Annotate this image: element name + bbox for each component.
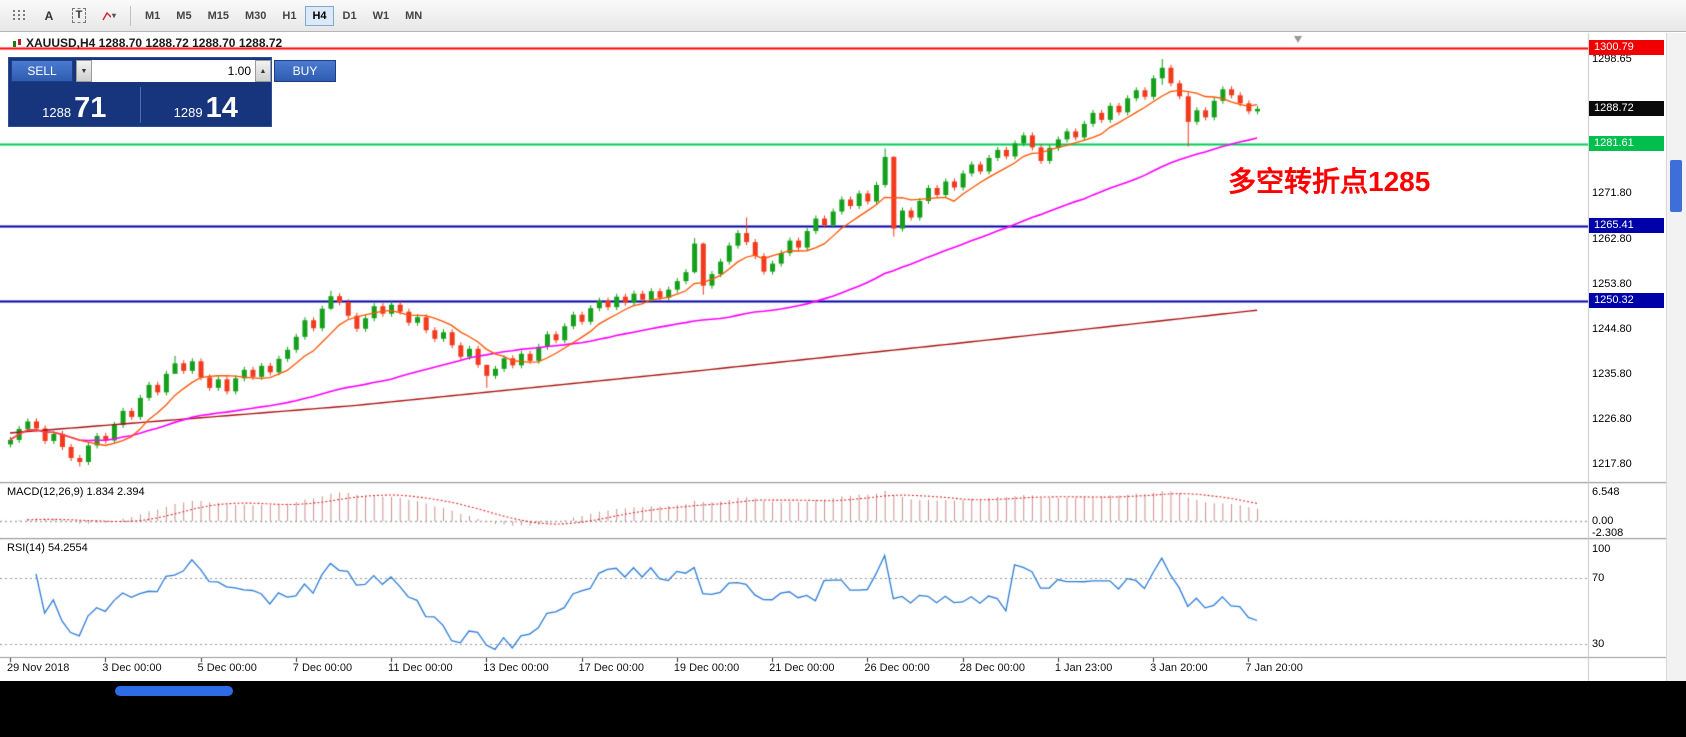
time-label: 26 Dec 00:00: [864, 662, 930, 674]
timeframe-h1[interactable]: H1: [275, 6, 303, 26]
rsi-axis-label: 70: [1592, 572, 1605, 584]
price-tick: 1226.80: [1592, 412, 1632, 425]
time-label: 17 Dec 00:00: [578, 662, 644, 674]
time-label: 28 Dec 00:00: [959, 662, 1026, 674]
price-tick: 1271.80: [1592, 187, 1632, 200]
time-label: 3 Dec 00:00: [102, 662, 162, 674]
time-label: 13 Dec 00:00: [483, 662, 549, 674]
chart-title-text: XAUUSD,H4 1288.70 1288.72 1288.70 1288.7…: [26, 36, 283, 50]
time-label: 11 Dec 00:00: [388, 662, 453, 674]
zigzag-icon: [102, 11, 111, 21]
grid-dots-icon: [13, 10, 25, 20]
timeframe-h4[interactable]: H4: [305, 5, 334, 26]
price-badge: 1300.79: [1589, 40, 1664, 56]
scrollbar-thumb[interactable]: [1670, 160, 1682, 212]
chart-title: XAUUSD,H4 1288.70 1288.72 1288.70 1288.7…: [12, 36, 282, 50]
price-badge: 1281.61: [1589, 136, 1664, 152]
timeframe-d1[interactable]: D1: [336, 6, 364, 26]
timeframe-m1[interactable]: M1: [138, 6, 167, 26]
time-label: 3 Jan 20:00: [1150, 662, 1208, 674]
one-click-trading-panel: SELL ▼ ▲ BUY 1288 71 1289 14: [8, 57, 336, 127]
chart-icon: [13, 39, 21, 47]
buy-price-big: 14: [205, 92, 238, 125]
price-divider: [139, 87, 141, 123]
buy-price-small: 1289: [173, 105, 203, 120]
sell-button[interactable]: SELL: [11, 60, 73, 82]
volume-stepper: ▼ ▲: [76, 60, 271, 82]
vertical-scrollbar[interactable]: [1666, 33, 1686, 681]
macd-axis-label: 6.548: [1592, 486, 1620, 498]
time-label: 5 Dec 00:00: [197, 662, 257, 674]
price-badge: 1250.32: [1589, 293, 1664, 309]
volume-decrease-button[interactable]: ▼: [76, 60, 92, 82]
volume-input[interactable]: [92, 60, 255, 82]
bottom-bar: [0, 681, 1686, 737]
price-tick: 1244.80: [1592, 322, 1632, 335]
macd-axis-label: -2.308: [1592, 527, 1624, 540]
time-label: 1 Jan 23:00: [1054, 662, 1113, 674]
sell-price-big: 71: [74, 92, 107, 125]
timeframe-m5[interactable]: M5: [169, 6, 198, 26]
text-tool-glyph: T: [71, 8, 87, 23]
timeframe-group: M1 M5 M15 M30 H1 H4 D1 W1 MN: [137, 5, 430, 26]
time-label: 21 Dec 00:00: [769, 662, 835, 674]
buy-button[interactable]: BUY: [274, 60, 336, 82]
cursor-tool-icon[interactable]: A: [35, 4, 63, 28]
time-label: 7 Jan 20:00: [1245, 662, 1303, 674]
timeframe-m30[interactable]: M30: [238, 6, 273, 26]
chevron-down-icon: ▾: [111, 11, 116, 20]
price-badge: 1265.41: [1589, 217, 1664, 233]
buy-price-display: 1289 14: [141, 84, 272, 126]
price-tick: 1235.80: [1592, 367, 1632, 380]
text-tool-icon[interactable]: T: [65, 4, 93, 28]
macd-label: MACD(12,26,9) 1.834 2.394: [7, 486, 145, 498]
time-label: 7 Dec 00:00: [292, 662, 353, 674]
price-tick: 1298.65: [1592, 52, 1632, 65]
toolbar-separator: [130, 5, 131, 26]
rsi-axis-label: 100: [1592, 543, 1611, 555]
price-tick: 1217.80: [1592, 458, 1632, 470]
price-tick: 1262.80: [1592, 232, 1632, 245]
price-badge: 1288.72: [1589, 100, 1664, 116]
time-label: 19 Dec 00:00: [673, 662, 740, 674]
sell-price-small: 1288: [42, 105, 72, 120]
timeframe-mn[interactable]: MN: [398, 6, 429, 26]
chart-annotation[interactable]: 多空转折点1285: [1228, 166, 1431, 197]
volume-increase-button[interactable]: ▲: [255, 60, 271, 82]
rsi-label: RSI(14) 54.2554: [7, 542, 88, 554]
rsi-axis-label: 30: [1592, 638, 1605, 650]
grid-icon[interactable]: [5, 4, 33, 28]
price-tick: 1253.80: [1592, 277, 1632, 290]
taskbar-item[interactable]: [115, 686, 233, 696]
sell-price-display: 1288 71: [9, 84, 140, 126]
polyline-tool-icon[interactable]: ▾: [95, 4, 123, 28]
time-label: 29 Nov 2018: [7, 662, 70, 674]
macd-axis-label: 0.00: [1592, 515, 1614, 527]
toolbar: A T ▾ M1 M5 M15 M30 H1 H4 D1 W1 MN: [0, 0, 1686, 32]
timeframe-w1[interactable]: W1: [366, 6, 397, 26]
timeframe-m15[interactable]: M15: [201, 6, 236, 26]
